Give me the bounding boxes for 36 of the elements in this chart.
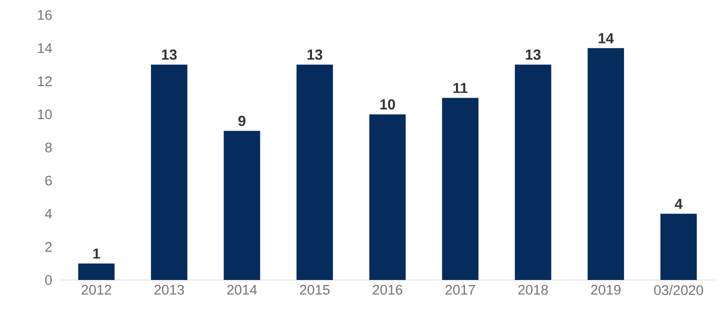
x-tick-label: 2012 (82, 284, 112, 295)
bar (514, 64, 552, 280)
data-label: 14 (598, 33, 614, 44)
data-label: 10 (380, 99, 395, 110)
x-tick-label: 2018 (518, 284, 548, 295)
x-tick-label: 2014 (227, 284, 257, 295)
bar (660, 214, 697, 280)
bar (296, 64, 333, 280)
data-label: 13 (526, 50, 541, 60)
y-tick-label: 6 (45, 176, 52, 186)
y-tick-label: 16 (38, 10, 52, 20)
bar (369, 114, 406, 280)
data-label: 4 (674, 198, 683, 209)
x-tick-label: 03/2020 (654, 284, 704, 296)
data-label: 9 (238, 116, 246, 126)
x-tick-label: 2017 (446, 284, 475, 295)
bar (78, 263, 115, 280)
y-tick-label: 0 (45, 275, 52, 285)
x-tick-label: 2016 (372, 284, 402, 295)
bar (588, 48, 624, 280)
data-label: 1 (93, 248, 100, 259)
y-tick-label: 10 (38, 109, 52, 120)
bar (442, 98, 478, 280)
bar (150, 64, 188, 280)
bar (224, 130, 260, 280)
data-label: 11 (454, 82, 468, 93)
y-tick-label: 14 (38, 43, 52, 53)
x-tick-label: 2019 (591, 284, 621, 295)
data-label: 13 (308, 50, 322, 60)
x-tick-label: 2013 (154, 284, 184, 295)
y-tick-label: 12 (38, 76, 52, 86)
y-tick-label: 4 (44, 208, 52, 219)
y-tick-label: 8 (45, 142, 52, 152)
x-tick-label: 2015 (300, 284, 330, 295)
y-tick-label: 2 (45, 242, 52, 252)
data-label: 13 (162, 50, 177, 60)
